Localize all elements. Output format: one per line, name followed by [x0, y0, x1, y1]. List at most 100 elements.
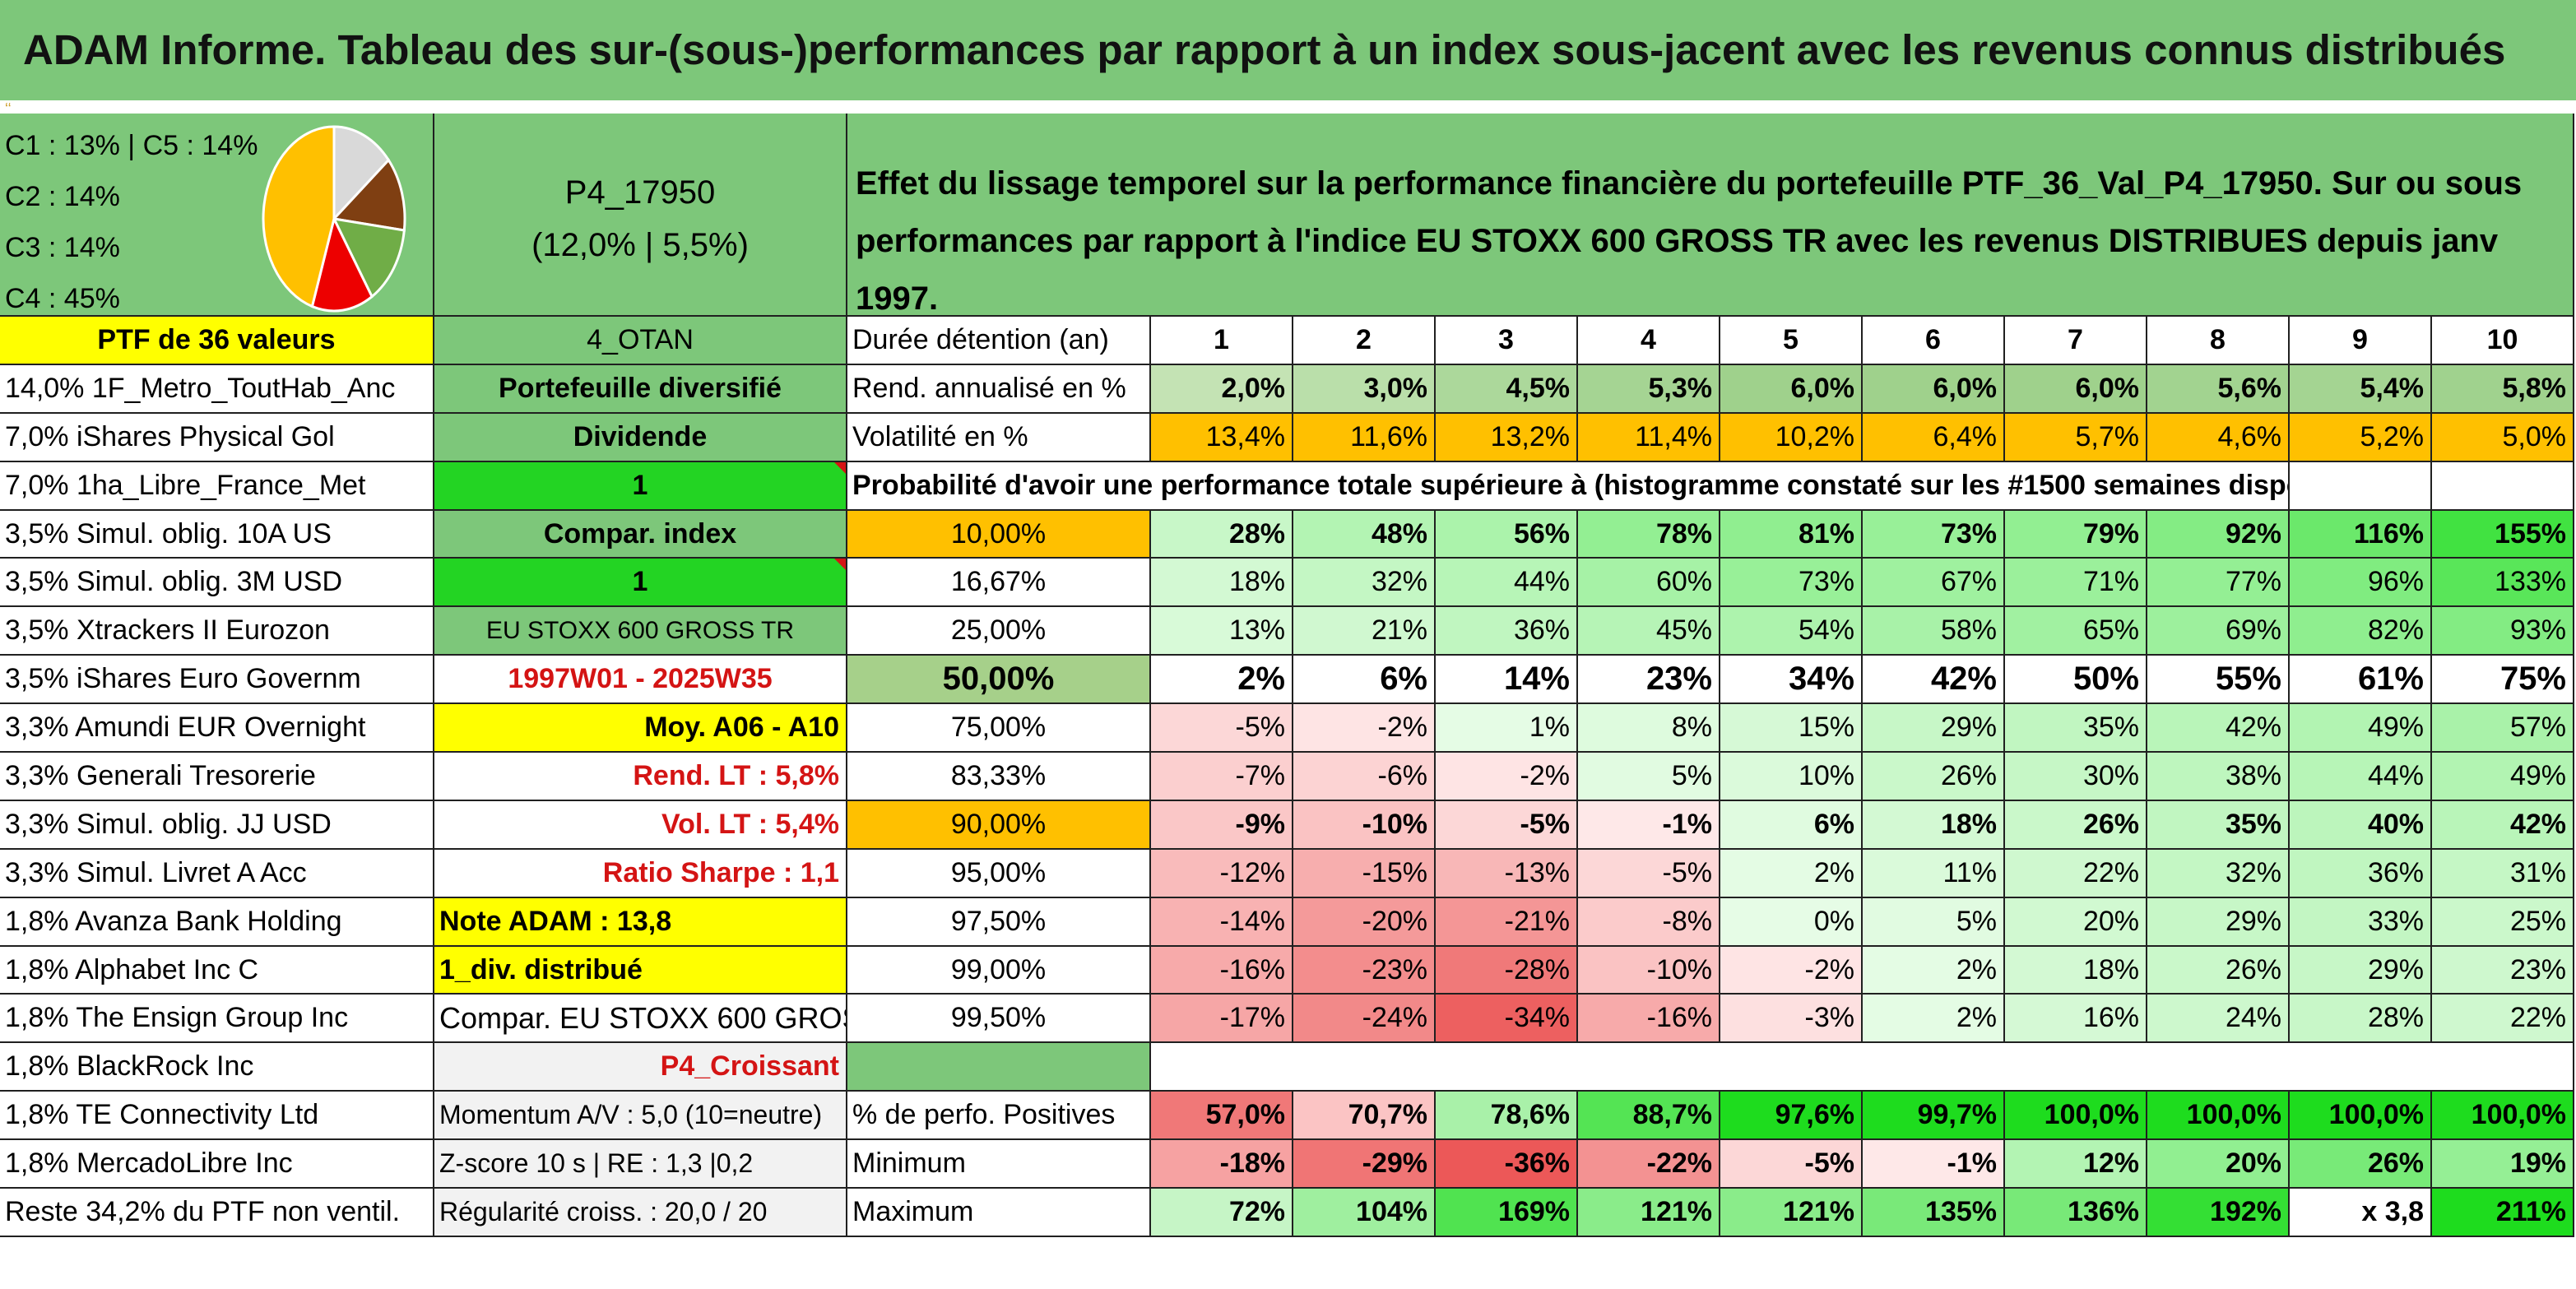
holding-row: 1,8% BlackRock Inc [0, 1043, 434, 1092]
quantile-value: 65% [2005, 607, 2147, 656]
quantile-value: 73% [1720, 559, 1863, 608]
quantile-value: 8% [1578, 704, 1720, 753]
empty-cell [2290, 461, 2432, 511]
holding-row: 3,5% Xtrackers II Eurozon [0, 607, 434, 656]
quantile-value: 56% [1436, 510, 1578, 559]
quantile-label: 95,00% [847, 849, 1151, 898]
max-value: 121% [1720, 1189, 1863, 1237]
year-header: 6 [1863, 317, 2005, 365]
min-value: 20% [2147, 1140, 2290, 1189]
quantile-value: 26% [1863, 753, 2005, 801]
cell-marker: ‘‘ [5, 100, 12, 117]
quantile-value: 42% [2147, 704, 2290, 753]
pos-value: 99,7% [1863, 1092, 2005, 1141]
rend-value: 4,5% [1436, 364, 1578, 414]
portfolio-id-cell: P4_17950 (12,0% | 5,5%) [434, 114, 847, 317]
max-value: 192% [2147, 1189, 2290, 1237]
quantile-value: 35% [2005, 704, 2147, 753]
info-cell: Ratio Sharpe : 1,1 [434, 849, 847, 898]
max-value: 104% [1293, 1189, 1436, 1237]
quantile-value: 92% [2147, 510, 2290, 559]
pie-slice-c1 [332, 158, 406, 232]
info-cell: Moy. A06 - A10 [434, 704, 847, 753]
vol-value: 13,2% [1436, 413, 1578, 462]
quantile-value: 69% [2147, 607, 2290, 656]
vol-value: 6,4% [1863, 413, 2005, 462]
quantile-value: 18% [2005, 946, 2147, 995]
blank-span [1151, 1043, 2574, 1092]
year-header: 3 [1436, 317, 1578, 365]
info-cell: Momentum A/V : 5,0 (10=neutre) [434, 1092, 847, 1141]
quantile-value: 93% [2432, 607, 2574, 656]
quantile-value: -16% [1578, 995, 1720, 1044]
min-value: -5% [1720, 1140, 1863, 1189]
quantile-value: 20% [2005, 897, 2147, 947]
max-value: 211% [2432, 1189, 2574, 1237]
holding-row: Reste 34,2% du PTF non ventil. [0, 1189, 434, 1237]
quantile-value: 15% [1720, 704, 1863, 753]
holding-row: 1,8% Alphabet Inc C [0, 946, 434, 995]
quantile-label: 83,33% [847, 753, 1151, 801]
quantile-value: 2% [1720, 849, 1863, 898]
pos-value: 100,0% [2147, 1092, 2290, 1141]
info-cell: Régularité croiss. : 20,0 / 20 [434, 1189, 847, 1237]
year-header: 4 [1578, 317, 1720, 365]
year-header: 5 [1720, 317, 1863, 365]
cell-comment-marker [834, 559, 846, 571]
quantile-value: -15% [1293, 849, 1436, 898]
quantile-value: 36% [1436, 607, 1578, 656]
quantile-value: -5% [1151, 704, 1293, 753]
min-value: -1% [1863, 1140, 2005, 1189]
quantile-value: 10% [1720, 753, 1863, 801]
quantile-value: 61% [2290, 656, 2432, 705]
quantile-value: 26% [2147, 946, 2290, 995]
pie-legend-line: C3 : 14% [5, 232, 120, 263]
year-header: 1 [1151, 317, 1293, 365]
empty-cell [847, 1043, 1151, 1092]
quantile-value: 18% [1863, 800, 2005, 850]
min-value: 12% [2005, 1140, 2147, 1189]
min-value: -22% [1578, 1140, 1720, 1189]
quantile-value: -23% [1293, 946, 1436, 995]
info-cell: Compar. EU STOXX 600 GROSS TR [434, 995, 847, 1044]
quantile-label: 75,00% [847, 704, 1151, 753]
info-cell: 4_OTAN [434, 317, 847, 365]
pie-legend-line: C1 : 13% | C5 : 14% [5, 130, 258, 161]
max-value: 121% [1578, 1189, 1720, 1237]
quantile-label: 50,00% [847, 656, 1151, 705]
vol-value: 11,4% [1578, 413, 1720, 462]
quantile-value: 2% [1151, 656, 1293, 705]
quantile-value: 26% [2005, 800, 2147, 850]
portfolio-name: P4_17950 [564, 174, 716, 211]
info-cell: 1997W01 - 2025W35 [434, 656, 847, 705]
quantile-value: 1% [1436, 704, 1578, 753]
quantile-value: 16% [2005, 995, 2147, 1044]
holding-row: 1,8% MercadoLibre Inc [0, 1140, 434, 1189]
quantile-value: 32% [2147, 849, 2290, 898]
quantile-value: -5% [1436, 800, 1578, 850]
quantile-value: 18% [1151, 559, 1293, 608]
quantile-value: -2% [1293, 704, 1436, 753]
rend-value: 5,6% [2147, 364, 2290, 414]
pos-value: 100,0% [2432, 1092, 2574, 1141]
vol-value: 11,6% [1293, 413, 1436, 462]
quantile-value: -2% [1436, 753, 1578, 801]
min-value: -29% [1293, 1140, 1436, 1189]
quantile-value: 50% [2005, 656, 2147, 705]
rend-value: 6,0% [2005, 364, 2147, 414]
report-grid: C1 : 13% | C5 : 14% C2 : 14% C3 : 14% C4… [0, 114, 2574, 1286]
quantile-value: -14% [1151, 897, 1293, 947]
quantile-value: 49% [2432, 753, 2574, 801]
year-header: 7 [2005, 317, 2147, 365]
pie-legend-line: C2 : 14% [5, 181, 120, 212]
quantile-value: 31% [2432, 849, 2574, 898]
quantile-label: 97,50% [847, 897, 1151, 947]
quantile-value: 6% [1293, 656, 1436, 705]
portfolio-stats: (12,0% | 5,5%) [531, 226, 749, 263]
quantile-value: 34% [1720, 656, 1863, 705]
quantile-value: 81% [1720, 510, 1863, 559]
quantile-value: 28% [1151, 510, 1293, 559]
holding-row: 1,8% TE Connectivity Ltd [0, 1092, 434, 1141]
pie-legend: C1 : 13% | C5 : 14% C2 : 14% C3 : 14% C4… [5, 120, 258, 324]
quantile-value: -3% [1720, 995, 1863, 1044]
